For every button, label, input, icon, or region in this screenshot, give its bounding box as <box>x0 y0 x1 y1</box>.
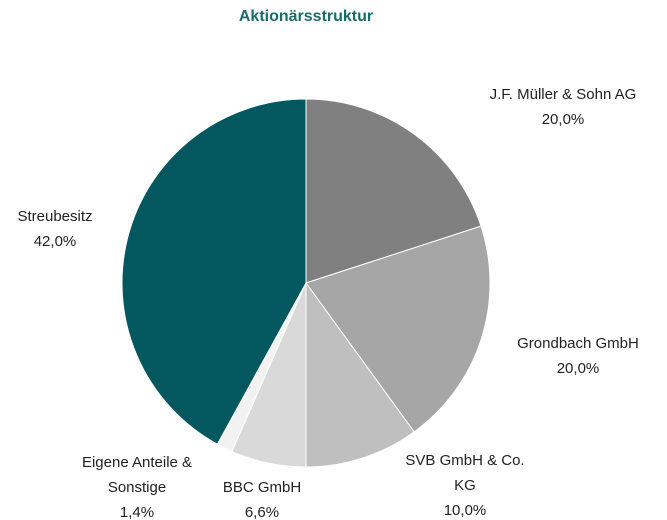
value-label: 20,0% <box>556 360 600 377</box>
category-name: Eigene Anteile & Sonstige <box>81 454 193 496</box>
category-name: SVB GmbH & Co. KG <box>405 452 525 494</box>
value-label: 6,6% <box>244 504 280 520</box>
slice-label: Eigene Anteile & Sonstige 1,4% <box>62 450 212 520</box>
category-name: J.F. Müller & Sohn AG <box>489 86 637 103</box>
slice-label: BBC GmbH 6,6% <box>212 475 312 520</box>
pie-slice <box>121 98 307 445</box>
value-label: 20,0% <box>541 111 585 128</box>
pie-slice <box>305 98 482 284</box>
category-name: Grondbach GmbH <box>517 335 639 352</box>
value-label: 1,4% <box>119 504 155 520</box>
slice-label: SVB GmbH & Co. KG 10,0% <box>400 448 530 520</box>
slice-label: Grondbach GmbH 20,0% <box>493 331 663 381</box>
value-label: 10,0% <box>443 502 487 519</box>
slice-label: J.F. Müller & Sohn AG 20,0% <box>463 82 663 132</box>
chart-title: Aktionärsstruktur <box>238 8 374 25</box>
slice-label: Streubesitz 42,0% <box>5 204 105 254</box>
category-name: BBC GmbH <box>222 479 302 496</box>
pie-slice <box>305 281 415 468</box>
category-name: Streubesitz <box>17 208 93 225</box>
pie-slice <box>305 225 491 433</box>
value-label: 42,0% <box>33 233 77 250</box>
